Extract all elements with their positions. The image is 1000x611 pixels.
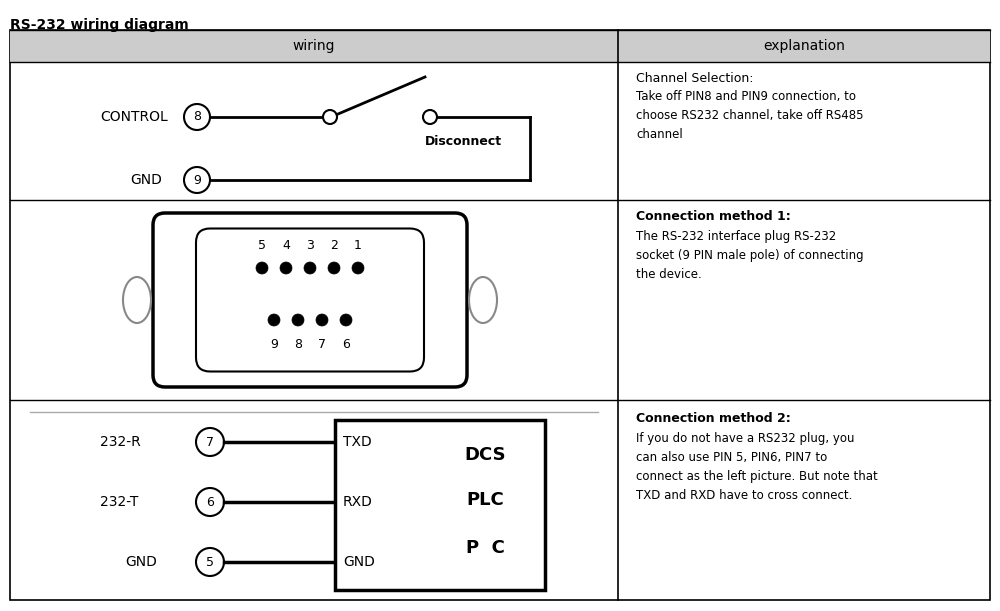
Text: 7: 7 xyxy=(206,436,214,448)
Text: GND: GND xyxy=(130,173,162,187)
Text: Connection method 2:: Connection method 2: xyxy=(636,412,791,425)
Text: 8: 8 xyxy=(193,111,201,123)
Circle shape xyxy=(316,314,328,326)
Text: 6: 6 xyxy=(342,338,350,351)
Text: RS-232 wiring diagram: RS-232 wiring diagram xyxy=(10,18,189,32)
Text: P  C: P C xyxy=(466,539,504,557)
Circle shape xyxy=(268,314,280,326)
Circle shape xyxy=(280,262,292,274)
Bar xyxy=(10,30,618,62)
Text: 5: 5 xyxy=(206,555,214,568)
Circle shape xyxy=(323,110,337,124)
Text: If you do not have a RS232 plug, you
can also use PIN 5, PIN6, PIN7 to
connect a: If you do not have a RS232 plug, you can… xyxy=(636,432,878,502)
Text: 9: 9 xyxy=(270,338,278,351)
Text: explanation: explanation xyxy=(763,39,845,53)
Text: GND: GND xyxy=(125,555,157,569)
Text: CONTROL: CONTROL xyxy=(100,110,168,124)
Text: 3: 3 xyxy=(306,239,314,252)
Circle shape xyxy=(328,262,340,274)
Text: DCS: DCS xyxy=(464,446,506,464)
Text: wiring: wiring xyxy=(293,39,335,53)
Circle shape xyxy=(304,262,316,274)
Text: 7: 7 xyxy=(318,338,326,351)
Bar xyxy=(618,30,990,62)
Text: 6: 6 xyxy=(206,496,214,508)
Text: 8: 8 xyxy=(294,338,302,351)
Text: The RS-232 interface plug RS-232
socket (9 PIN male pole) of connecting
the devi: The RS-232 interface plug RS-232 socket … xyxy=(636,230,864,281)
Text: Connection method 1:: Connection method 1: xyxy=(636,210,791,223)
Text: Channel Selection:: Channel Selection: xyxy=(636,72,754,85)
Text: PLC: PLC xyxy=(466,491,504,509)
Text: 232-T: 232-T xyxy=(100,495,138,509)
Text: 1: 1 xyxy=(354,239,362,252)
Circle shape xyxy=(340,314,352,326)
Text: RXD: RXD xyxy=(343,495,373,509)
Text: 232-R: 232-R xyxy=(100,435,141,449)
FancyBboxPatch shape xyxy=(196,229,424,371)
FancyBboxPatch shape xyxy=(153,213,467,387)
Text: Disconnect: Disconnect xyxy=(425,135,502,148)
Text: 4: 4 xyxy=(282,239,290,252)
Text: 2: 2 xyxy=(330,239,338,252)
Text: TXD: TXD xyxy=(343,435,372,449)
Text: Take off PIN8 and PIN9 connection, to
choose RS232 channel, take off RS485
chann: Take off PIN8 and PIN9 connection, to ch… xyxy=(636,90,864,141)
Circle shape xyxy=(256,262,268,274)
Bar xyxy=(335,420,545,590)
Circle shape xyxy=(292,314,304,326)
Circle shape xyxy=(352,262,364,274)
Text: 9: 9 xyxy=(193,174,201,186)
Text: 5: 5 xyxy=(258,239,266,252)
Text: GND: GND xyxy=(343,555,375,569)
Circle shape xyxy=(423,110,437,124)
